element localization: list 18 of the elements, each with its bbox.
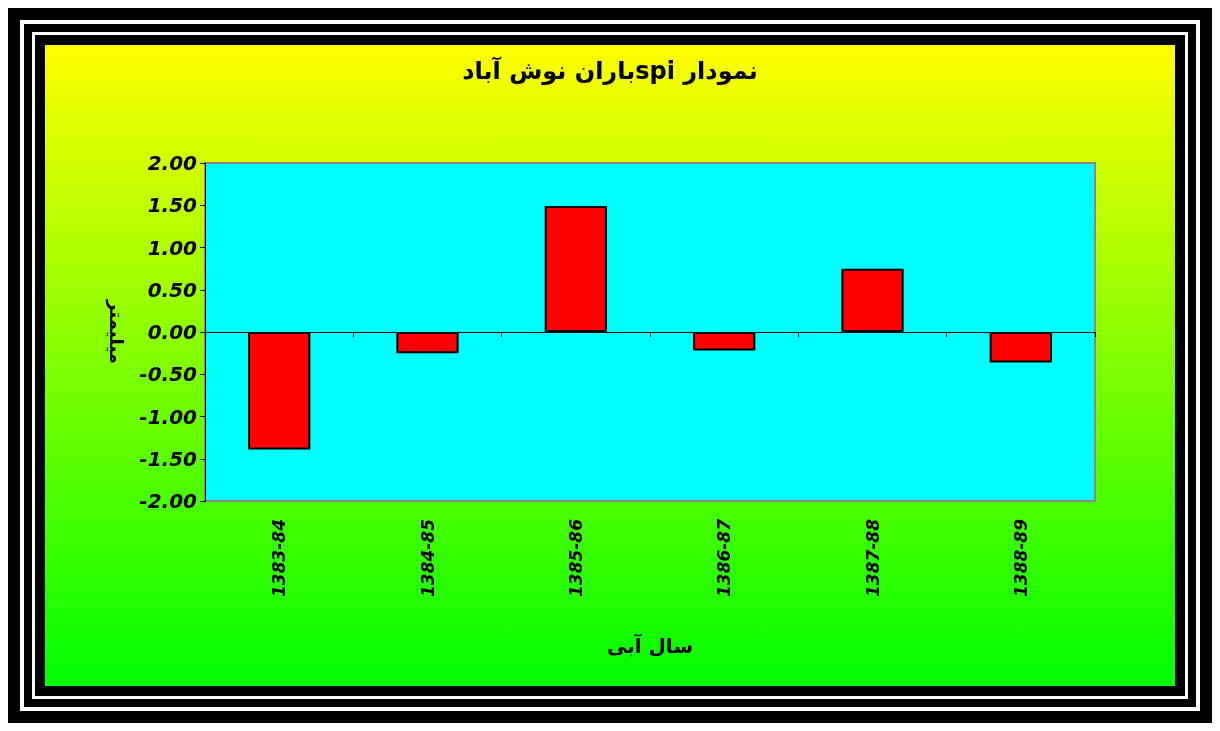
y-tick-label: -1.50 [139, 446, 198, 471]
x-tick-label: 1384-85 [417, 519, 438, 598]
y-tick-label: -2.00 [139, 489, 198, 513]
chart-title: نمودار spiباران نوش آباد [461, 57, 759, 85]
y-tick-label: -0.50 [139, 362, 198, 387]
x-tick-label: 1388-89 [1010, 518, 1031, 598]
y-tick-label: 0.50 [147, 277, 198, 302]
y-tick-label: 2.00 [147, 151, 198, 175]
y-tick-label: -1.00 [139, 404, 198, 429]
y-axis-title: میلیمتر [104, 299, 127, 364]
x-tick-label: 1387-88 [862, 518, 883, 598]
y-tick-label: 0.00 [147, 320, 198, 344]
y-tick-label: 1.00 [147, 235, 198, 260]
x-tick-label: 1386-87 [714, 518, 735, 598]
x-axis-title: سال آبی [606, 633, 694, 658]
y-tick-label: 1.50 [147, 193, 198, 218]
x-tick-label: 1385-86 [565, 518, 586, 598]
x-tick-label: 1383-84 [269, 519, 290, 598]
